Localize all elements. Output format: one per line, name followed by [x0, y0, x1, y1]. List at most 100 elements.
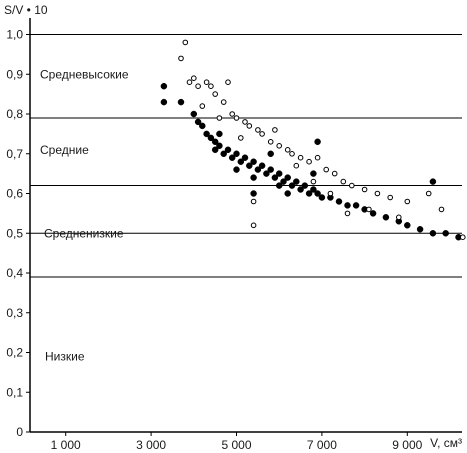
data-point-hollow: [208, 83, 214, 89]
x-tick-label: 1 000: [51, 438, 81, 452]
data-point-hollow: [284, 147, 291, 153]
data-point-hollow: [212, 91, 218, 97]
y-tick-label: 0,7: [6, 147, 23, 161]
data-point-filled: [267, 150, 274, 158]
data-point-hollow: [331, 170, 338, 177]
data-point-hollow: [366, 206, 372, 213]
data-points: [160, 39, 466, 241]
data-point-filled: [220, 150, 227, 158]
data-point-filled: [318, 194, 326, 201]
data-point-hollow: [344, 210, 351, 217]
data-point-filled: [250, 190, 257, 197]
data-point-filled: [288, 182, 296, 189]
data-point-filled: [335, 198, 343, 205]
x-tick-label: 9 000: [392, 438, 422, 452]
data-point-filled: [216, 130, 223, 138]
data-point-hollow: [361, 186, 368, 193]
data-point-hollow: [238, 135, 244, 141]
data-point-filled: [250, 174, 257, 181]
data-point-hollow: [186, 79, 193, 85]
data-point-filled: [254, 166, 262, 173]
data-point-filled: [429, 230, 437, 237]
data-point-filled: [352, 202, 360, 209]
data-point-hollow: [310, 178, 317, 185]
data-point-hollow: [327, 190, 334, 197]
zone-label: Средневысокие: [40, 67, 129, 81]
data-point-hollow: [349, 182, 355, 189]
y-tick-label: 0,4: [6, 266, 23, 280]
data-point-filled: [177, 98, 185, 106]
data-point-hollow: [195, 83, 201, 89]
data-point-filled: [194, 118, 202, 126]
x-axis-title: V, см³: [430, 436, 462, 450]
data-point-filled: [301, 182, 309, 189]
data-point-filled: [404, 222, 411, 229]
data-point-hollow: [246, 123, 253, 129]
y-axis-title: S/V • 10: [4, 3, 48, 17]
y-tick-label: 0,5: [6, 226, 23, 240]
data-point-hollow: [199, 103, 206, 109]
data-point-filled: [275, 170, 283, 177]
data-point-hollow: [220, 99, 227, 105]
data-point-filled: [382, 214, 390, 221]
data-point-filled: [203, 130, 210, 138]
data-point-hollow: [460, 234, 466, 240]
data-point-hollow: [203, 79, 210, 85]
data-point-hollow: [425, 190, 432, 197]
data-point-filled: [211, 146, 219, 154]
data-point-filled: [263, 170, 270, 177]
data-point-hollow: [233, 115, 240, 121]
data-point-filled: [258, 162, 266, 169]
data-point-hollow: [396, 214, 402, 221]
data-point-hollow: [289, 151, 295, 157]
data-point-filled: [275, 182, 283, 189]
data-point-hollow: [323, 166, 330, 173]
data-point-filled: [190, 110, 198, 118]
data-point-hollow: [293, 162, 300, 169]
data-point-filled: [310, 170, 317, 177]
y-tick-label: 0,3: [6, 306, 23, 320]
data-point-hollow: [374, 190, 381, 197]
y-tick-label: 0,8: [6, 107, 23, 121]
data-point-filled: [216, 142, 223, 150]
data-point-filled: [284, 190, 291, 197]
data-point-hollow: [314, 154, 321, 161]
data-point-hollow: [250, 222, 257, 229]
data-point-hollow: [306, 158, 312, 165]
data-point-filled: [233, 150, 240, 158]
data-point-filled: [233, 166, 240, 173]
data-point-hollow: [255, 127, 261, 133]
data-point-filled: [284, 174, 291, 181]
data-point-filled: [237, 158, 245, 165]
data-point-hollow: [438, 206, 445, 213]
zone-label: Низкие: [45, 349, 85, 363]
data-point-hollow: [276, 143, 283, 149]
data-point-hollow: [182, 39, 189, 46]
data-point-hollow: [340, 178, 347, 185]
data-point-filled: [344, 202, 351, 209]
data-point-filled: [211, 138, 219, 146]
data-point-filled: [305, 190, 313, 197]
x-tick-label: 7 000: [307, 438, 337, 452]
data-point-filled: [442, 230, 449, 237]
data-point-hollow: [404, 198, 411, 205]
zone-labels: Средневысокие Средние Средненизкие Низкие: [40, 67, 129, 363]
data-point-filled: [267, 166, 274, 173]
y-tick-label: 0: [16, 425, 23, 439]
x-ticks: 1 000 3 000 5 000 7 000 9 000: [51, 432, 423, 452]
zone-boundaries: [30, 34, 462, 278]
data-point-filled: [224, 146, 232, 154]
data-point-filled: [369, 210, 377, 217]
data-point-filled: [310, 186, 317, 193]
data-point-filled: [228, 154, 236, 161]
data-point-filled: [297, 186, 304, 193]
data-point-filled: [416, 226, 424, 233]
data-point-hollow: [191, 75, 197, 81]
data-point-hollow: [267, 139, 274, 145]
data-point-filled: [271, 174, 279, 181]
data-point-hollow: [178, 55, 184, 62]
data-point-filled: [293, 178, 300, 185]
x-tick-label: 5 000: [221, 438, 251, 452]
